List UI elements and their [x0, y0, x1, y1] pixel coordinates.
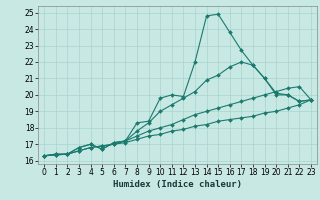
- X-axis label: Humidex (Indice chaleur): Humidex (Indice chaleur): [113, 180, 242, 189]
